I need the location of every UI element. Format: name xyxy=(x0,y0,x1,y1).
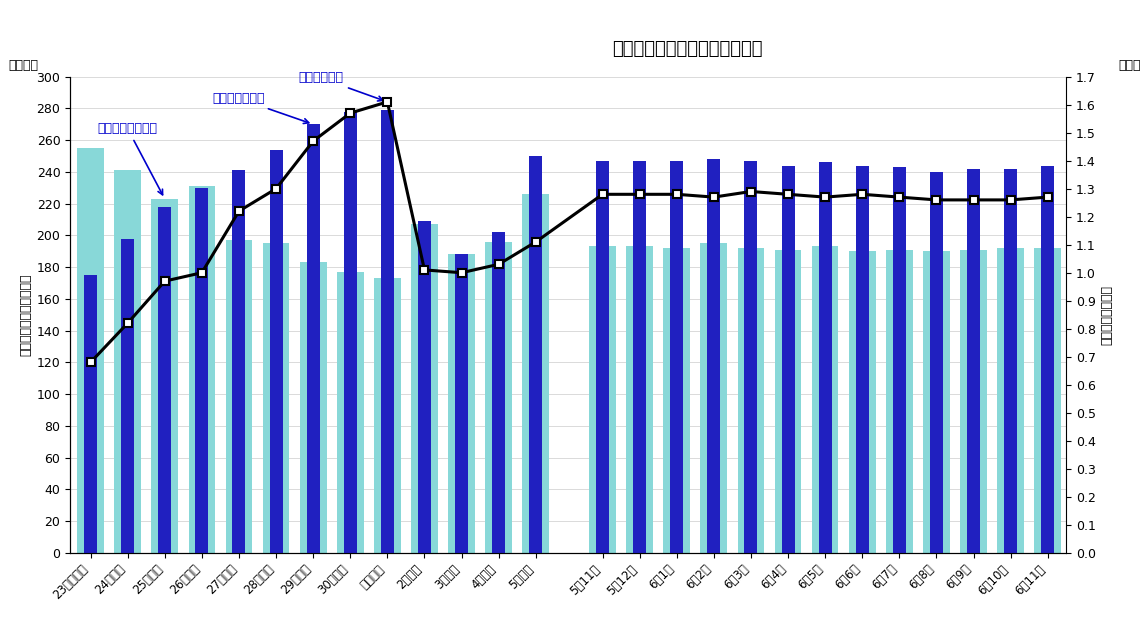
Bar xyxy=(300,262,326,553)
Bar xyxy=(707,159,720,553)
Bar xyxy=(819,162,831,553)
Text: （万人）: （万人） xyxy=(8,59,38,72)
Bar xyxy=(270,150,282,553)
Bar xyxy=(158,207,171,553)
Bar xyxy=(737,248,765,553)
Bar xyxy=(664,248,690,553)
Bar xyxy=(923,251,949,553)
Bar xyxy=(782,165,794,553)
Bar xyxy=(411,224,437,553)
Bar xyxy=(775,250,801,553)
Bar xyxy=(418,221,430,553)
Bar xyxy=(848,251,876,553)
Bar xyxy=(455,254,468,553)
Bar xyxy=(670,161,683,553)
Text: 求人、求職及び求人倍率の推移: 求人、求職及び求人倍率の推移 xyxy=(613,39,763,57)
Bar xyxy=(893,167,906,553)
Bar xyxy=(448,254,475,553)
Bar xyxy=(627,246,653,553)
Bar xyxy=(634,161,646,553)
Bar xyxy=(122,239,134,553)
Bar xyxy=(233,170,246,553)
Bar xyxy=(1034,248,1061,553)
Bar xyxy=(855,165,869,553)
Bar xyxy=(1004,168,1017,553)
Bar xyxy=(744,161,758,553)
Bar xyxy=(226,240,253,553)
Bar xyxy=(529,156,542,553)
Bar xyxy=(812,246,838,553)
Bar xyxy=(336,272,364,553)
Bar xyxy=(886,250,913,553)
Bar xyxy=(77,148,104,553)
Bar xyxy=(188,186,215,553)
Bar xyxy=(374,278,401,553)
Bar xyxy=(343,112,357,553)
Bar xyxy=(960,250,987,553)
Bar xyxy=(486,242,512,553)
Text: 月間有効求職者数: 月間有効求職者数 xyxy=(98,122,163,195)
Bar xyxy=(967,168,980,553)
Bar xyxy=(998,248,1024,553)
Bar xyxy=(152,199,178,553)
Bar xyxy=(589,246,615,553)
Text: 有効求人倍率: 有効求人倍率 xyxy=(298,72,383,101)
Y-axis label: （有効求人倍率）: （有効求人倍率） xyxy=(1100,284,1114,345)
Bar xyxy=(84,275,98,553)
Bar xyxy=(381,110,394,553)
Bar xyxy=(700,243,727,553)
Y-axis label: （有効求人・有効求職）: （有効求人・有効求職） xyxy=(20,273,32,356)
Bar xyxy=(930,172,943,553)
Bar xyxy=(195,188,208,553)
Bar xyxy=(1041,165,1054,553)
Bar xyxy=(492,232,505,553)
Bar xyxy=(115,170,141,553)
Bar xyxy=(522,194,549,553)
Text: （倍）: （倍） xyxy=(1118,59,1141,72)
Bar xyxy=(263,243,289,553)
Bar xyxy=(307,124,319,553)
Text: 月間有効求人数: 月間有効求人数 xyxy=(212,92,309,123)
Bar xyxy=(596,161,610,553)
